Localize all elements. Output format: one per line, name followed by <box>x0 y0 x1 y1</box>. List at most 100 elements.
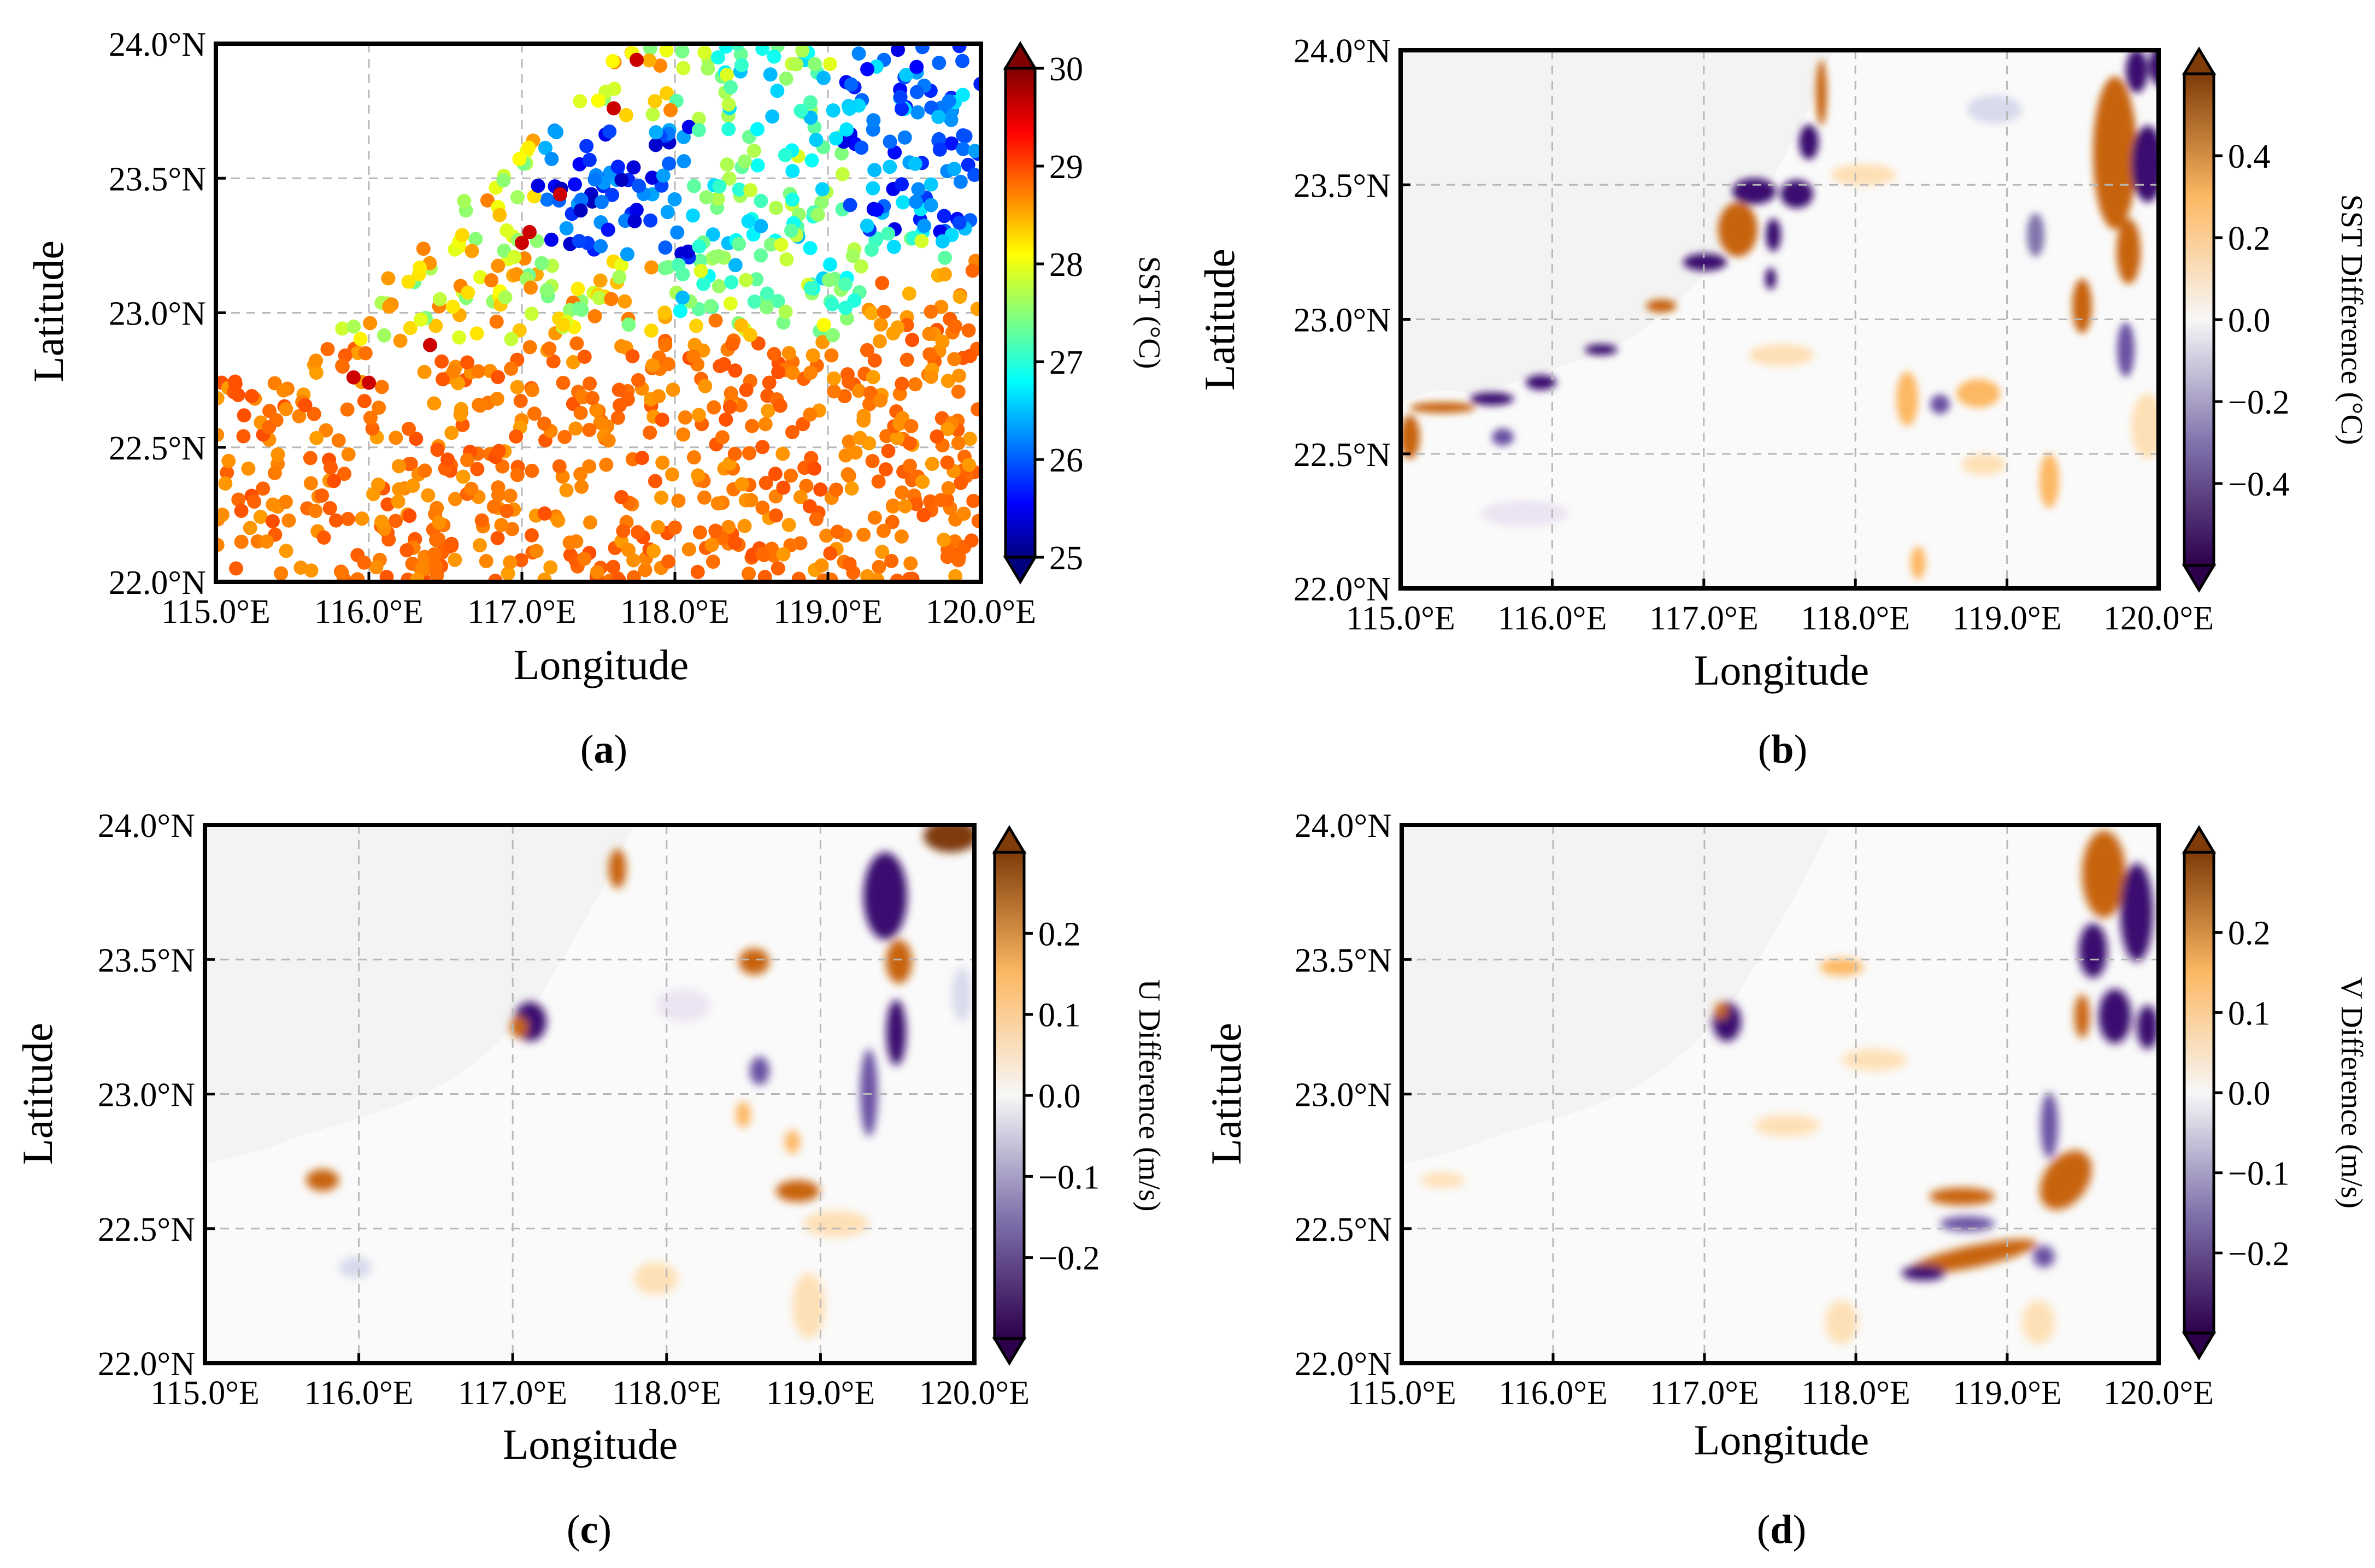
colorbar-label: U Difference (m/s) <box>1132 979 1166 1211</box>
sst-point <box>776 315 791 330</box>
sst-point <box>940 374 955 388</box>
sst-point <box>785 192 800 207</box>
sst-point <box>785 425 799 440</box>
sst-point <box>670 225 685 240</box>
colorbar-max-arrow <box>2182 825 2217 854</box>
sst-point <box>335 321 350 336</box>
sst-point <box>779 71 793 86</box>
sst-point <box>937 209 951 223</box>
x-tick-label: 120.0°E <box>926 593 1036 630</box>
sst-point <box>589 403 604 417</box>
sst-point <box>768 467 783 481</box>
sst-point <box>491 258 505 273</box>
sst-point <box>659 86 674 101</box>
y-tick-label: 22.5°N <box>1295 1211 1392 1248</box>
sst-point <box>864 242 879 257</box>
y-axis-label: Latitude <box>14 1023 61 1165</box>
sst-point <box>755 440 770 455</box>
x-tick-label: 115.0°E <box>150 1375 260 1412</box>
sst-point <box>582 152 597 167</box>
colorbar-ticks: −0.4 −0.2 0.0 0.2 0.4 <box>2214 138 2289 503</box>
caption-open: ( <box>580 727 594 772</box>
sst-point <box>401 274 416 289</box>
sst-point <box>893 90 908 104</box>
sst-point <box>540 192 555 207</box>
y-tick-label: 23.0°N <box>1294 302 1391 339</box>
sst-point <box>743 183 758 198</box>
sst-point <box>514 553 528 568</box>
sst-point <box>720 68 734 82</box>
sst-point <box>851 384 866 398</box>
sst-point <box>591 93 605 108</box>
sst-point <box>546 354 561 369</box>
sst-point <box>883 134 897 149</box>
y-tick-label: 23.5°N <box>109 161 206 198</box>
sst-point <box>402 509 417 523</box>
sst-point <box>492 208 507 222</box>
colorbar-tick-label: −0.2 <box>2228 384 2289 421</box>
sst-point <box>337 467 351 481</box>
sst-point <box>909 85 924 99</box>
sst-point <box>842 101 857 116</box>
sst-point <box>616 523 631 538</box>
sst-point <box>947 352 962 367</box>
sst-point <box>842 434 856 449</box>
sst-point <box>755 547 769 562</box>
sst-point <box>708 249 723 264</box>
sst-point <box>970 302 981 316</box>
sst-point <box>621 317 636 332</box>
sst-point <box>845 249 860 263</box>
sst-point <box>890 431 904 445</box>
colorbar-tick-label: 25 <box>1049 540 1083 577</box>
sst-point <box>837 389 852 404</box>
sst-point <box>948 569 963 582</box>
sst-point <box>689 319 704 333</box>
sst-point <box>728 363 743 378</box>
sst-point <box>446 364 461 379</box>
sst-point <box>444 537 459 551</box>
sst-point <box>839 122 854 137</box>
sst-point <box>964 533 979 548</box>
caption-open: ( <box>566 1507 580 1552</box>
sst-point <box>902 436 917 451</box>
caption-open: ( <box>1756 1507 1771 1552</box>
sst-point <box>866 370 880 385</box>
sst-point <box>676 427 691 442</box>
sst-point <box>867 353 882 368</box>
sst-point <box>571 281 585 296</box>
sst-point <box>896 195 910 210</box>
sst-point <box>510 468 525 482</box>
sst-point <box>883 160 897 174</box>
sst-point <box>675 290 690 305</box>
sst-point <box>583 515 598 530</box>
x-tick-label: 118.0°E <box>1801 1375 1910 1412</box>
sst-point <box>677 154 691 169</box>
sst-point <box>510 380 525 394</box>
sst-point <box>860 219 874 233</box>
sst-point <box>644 323 659 338</box>
sst-point <box>610 160 625 174</box>
sst-point <box>767 347 781 362</box>
sst-point <box>556 317 571 332</box>
sst-point <box>715 430 730 445</box>
sst-point <box>828 131 843 146</box>
anomaly-patches <box>1421 830 2159 1344</box>
sst-point <box>562 535 577 550</box>
sst-point <box>935 234 950 249</box>
caption-open: ( <box>1757 727 1772 772</box>
sst-point <box>838 300 853 315</box>
sst-point <box>734 477 749 492</box>
sst-point <box>399 543 414 558</box>
sst-point <box>895 102 909 116</box>
sst-point <box>720 157 734 172</box>
colorbar-label: SST Difference (°C) <box>2335 194 2368 445</box>
sst-point <box>681 244 696 259</box>
sst-point <box>503 488 518 503</box>
sst-point <box>234 534 249 549</box>
sst-point <box>848 445 863 460</box>
sst-point <box>691 408 706 422</box>
y-tick-label: 24.0°N <box>1294 33 1391 70</box>
sst-point <box>816 317 831 332</box>
sst-point <box>803 241 818 256</box>
